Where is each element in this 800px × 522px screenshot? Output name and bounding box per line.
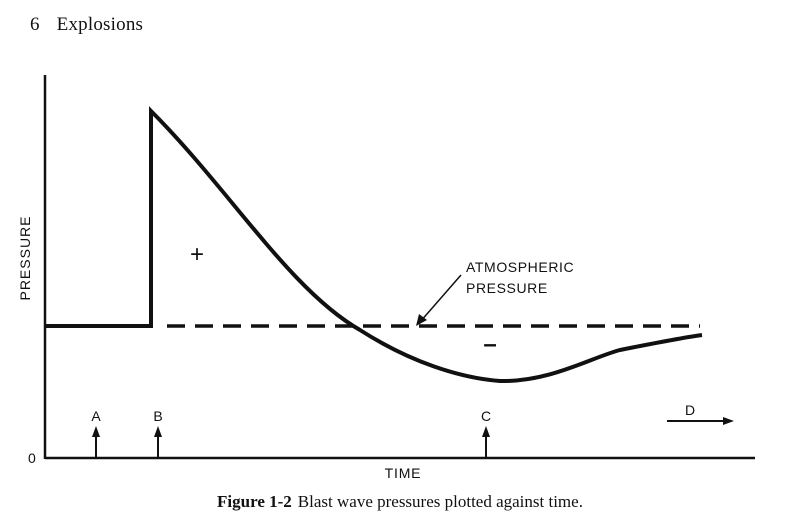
positive-phase-label: +	[190, 241, 204, 268]
y-axis-label: PRESSURE	[17, 215, 33, 300]
marker-c-arrowhead-icon	[482, 426, 490, 437]
marker-b-arrowhead-icon	[154, 426, 162, 437]
marker-d-arrowhead-icon	[723, 417, 734, 425]
annotation-arrow-line	[419, 274, 462, 323]
x-axis-label: TIME	[385, 465, 422, 481]
page-header: 6 Explosions	[30, 14, 143, 36]
marker-a-label: A	[91, 408, 101, 424]
marker-c-label: C	[481, 408, 491, 424]
marker-d-label: D	[685, 402, 695, 418]
annotation-arrowhead-icon	[416, 314, 427, 326]
marker-b-label: B	[153, 408, 162, 424]
chapter-title: Explosions	[56, 14, 144, 35]
annotation-line2: PRESSURE	[466, 280, 548, 296]
pressure-curve	[45, 106, 703, 384]
figure-caption-text: Blast wave pressures plotted against tim…	[297, 492, 583, 511]
figure-number: Figure 1-2	[217, 492, 292, 511]
origin-label: 0	[28, 450, 36, 466]
page-number: 6	[30, 14, 40, 35]
marker-a-arrowhead-icon	[92, 426, 100, 437]
figure-caption: Figure 1-2 Blast wave pressures plotted a…	[0, 492, 800, 512]
negative-phase-label: –	[483, 331, 496, 358]
annotation-line1: ATMOSPHERIC	[466, 259, 574, 275]
